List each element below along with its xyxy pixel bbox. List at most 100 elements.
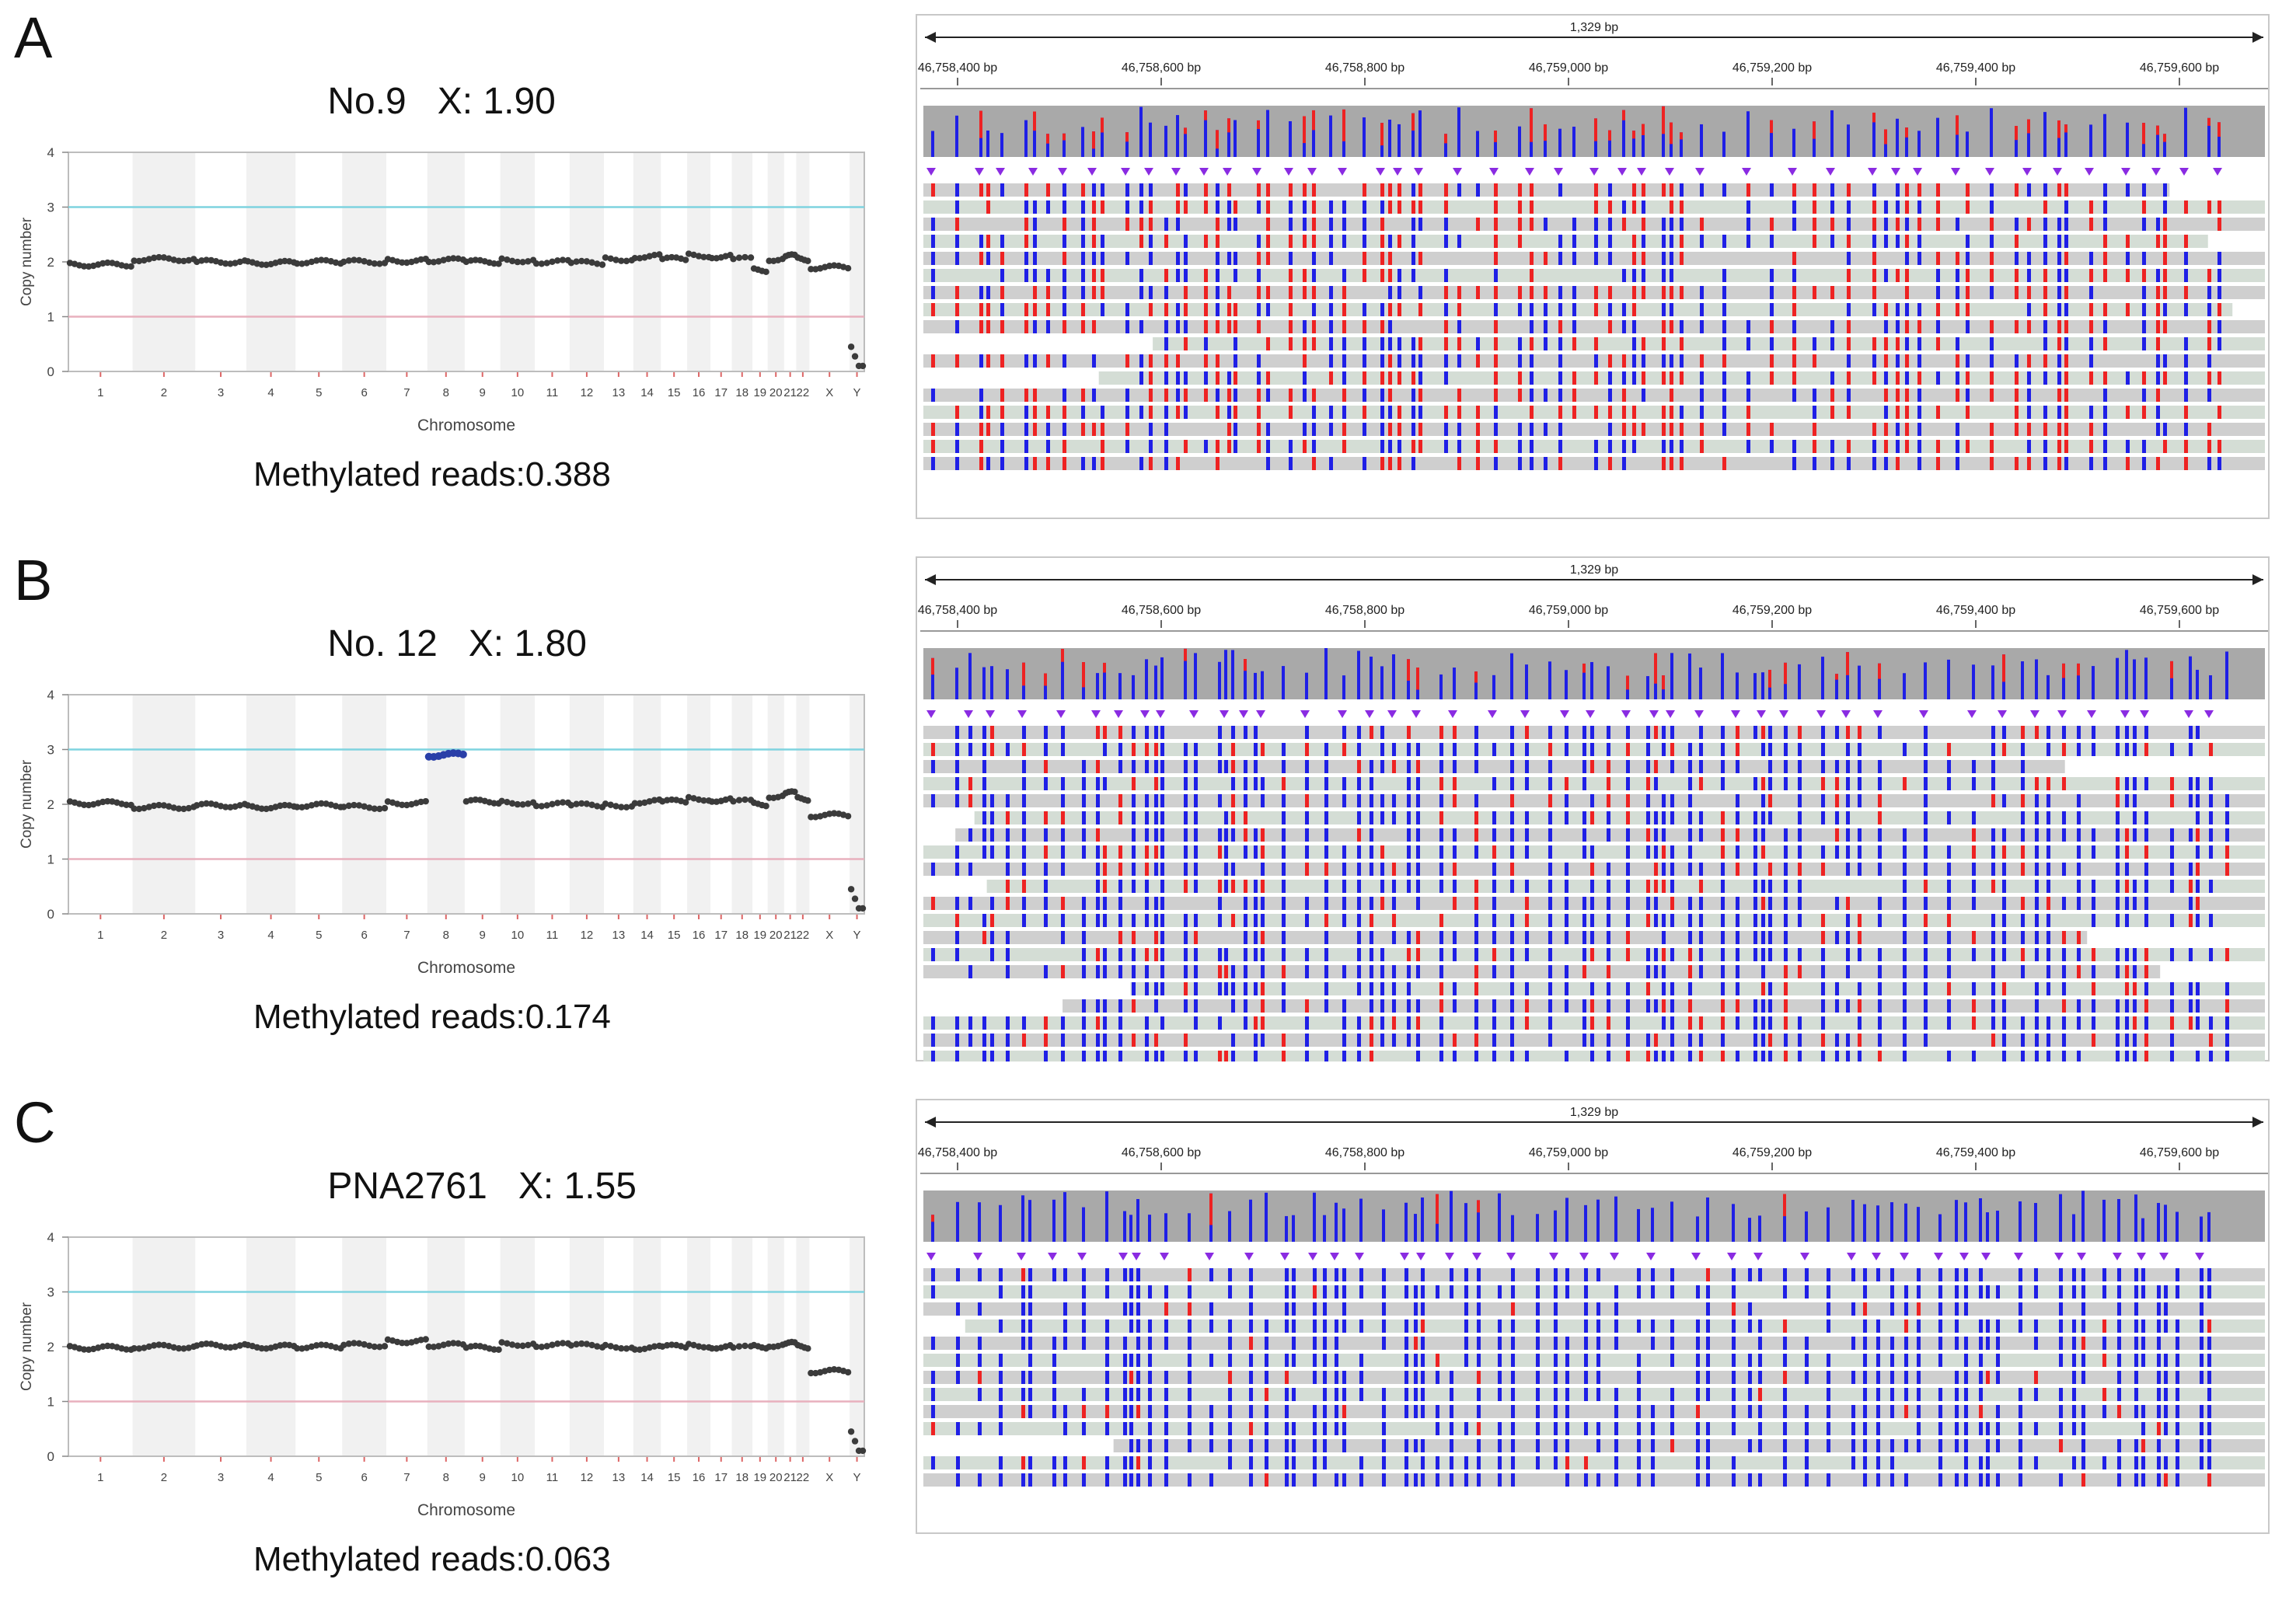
unmethylated-call — [986, 252, 990, 265]
cpg-marker — [1205, 1253, 1214, 1260]
unmethylated-call — [1688, 1051, 1692, 1061]
unmethylated-call — [955, 777, 959, 790]
unmethylated-call — [1878, 760, 1882, 773]
methylated-call — [1081, 423, 1085, 436]
methylated-call — [1662, 371, 1666, 385]
unmethylated-call — [1632, 320, 1636, 333]
unmethylated-call — [2002, 1016, 2006, 1030]
methylated-call — [1525, 897, 1529, 910]
cpg-marker — [1144, 168, 1153, 176]
unmethylated-call — [1082, 1388, 1086, 1401]
methylated-call — [2092, 982, 2095, 995]
unmethylated-call — [1329, 218, 1333, 231]
methylated-call — [1670, 389, 1673, 402]
unmethylated-call — [2156, 218, 2160, 231]
copy-number-point — [80, 1346, 88, 1353]
unmethylated-call — [1418, 354, 1422, 368]
methylated-call — [1289, 303, 1293, 316]
methylated-call — [1139, 235, 1143, 248]
unmethylated-call — [1342, 1388, 1346, 1401]
copy-number-point — [646, 253, 653, 260]
coverage-bar-methylated — [1670, 122, 1673, 145]
methylated-call — [1847, 337, 1851, 350]
unmethylated-call — [2225, 1051, 2229, 1061]
read — [923, 931, 2088, 944]
unmethylated-call — [2062, 897, 2066, 910]
unmethylated-call — [1548, 880, 1552, 893]
methylated-call — [2077, 965, 2081, 978]
unmethylated-call — [1732, 1422, 1736, 1435]
coverage-bar — [2133, 659, 2136, 699]
copy-number-point — [690, 795, 697, 802]
unmethylated-call — [2062, 982, 2066, 995]
unmethylated-call — [1382, 1319, 1386, 1333]
coverage-bar-methylated — [1216, 130, 1219, 149]
methylated-call — [1265, 1388, 1268, 1401]
unmethylated-call — [1590, 743, 1594, 756]
methylated-call — [2021, 897, 2025, 910]
copy-number-point — [281, 257, 288, 265]
methylated-call — [1979, 1405, 1983, 1418]
cpg-marker — [1666, 710, 1675, 718]
unmethylated-call — [1917, 440, 1921, 453]
unmethylated-call — [2156, 423, 2160, 436]
unmethylated-call — [1092, 354, 1096, 368]
unmethylated-call — [1626, 845, 1630, 859]
unmethylated-call — [1476, 183, 1480, 197]
x-tick-label: Y — [853, 1471, 861, 1484]
unmethylated-call — [1285, 1439, 1289, 1452]
methylated-call — [1494, 389, 1498, 402]
unmethylated-call — [2102, 1285, 2106, 1299]
methylated-call — [1905, 286, 1909, 299]
unmethylated-call — [956, 1371, 960, 1384]
y-axis-label: Copy number — [19, 1302, 35, 1391]
methylated-call — [1392, 863, 1396, 876]
unmethylated-call — [1558, 337, 1562, 350]
unmethylated-call — [1558, 371, 1562, 385]
unmethylated-call — [1554, 1285, 1558, 1299]
methylated-call — [931, 743, 935, 756]
unmethylated-call — [2225, 982, 2229, 995]
methylated-call — [1476, 457, 1480, 470]
unmethylated-call — [2184, 354, 2188, 368]
unmethylated-call — [1224, 948, 1228, 961]
chromosome-band — [767, 695, 784, 914]
unmethylated-call — [1224, 845, 1228, 859]
copy-number-point — [351, 256, 358, 263]
coverage-bar-methylated — [1770, 120, 1773, 134]
unmethylated-call — [1359, 1456, 1363, 1469]
unmethylated-call — [1329, 354, 1333, 368]
unmethylated-call — [1324, 811, 1328, 824]
unmethylated-call — [1896, 303, 1900, 316]
cpg-marker — [2213, 168, 2222, 176]
span-arrow-left — [925, 574, 936, 585]
unmethylated-call — [1696, 1388, 1700, 1401]
methylated-call — [1936, 303, 1940, 316]
unmethylated-call — [2200, 1354, 2204, 1367]
panel-letter: B — [14, 548, 53, 612]
methylated-call — [1572, 406, 1576, 419]
unmethylated-call — [1626, 999, 1630, 1013]
unmethylated-call — [2002, 863, 2006, 876]
unmethylated-call — [2125, 999, 2129, 1013]
sample-name: No. 12 — [327, 623, 438, 664]
methylated-call — [2103, 303, 2107, 316]
unmethylated-call — [1938, 1319, 1942, 1333]
methylated-call — [2089, 218, 2093, 231]
unmethylated-call — [1194, 845, 1198, 859]
methylated-call — [1145, 845, 1149, 859]
unmethylated-call — [2196, 880, 2200, 893]
unmethylated-call — [2019, 1285, 2022, 1299]
unmethylated-call — [1768, 948, 1772, 961]
unmethylated-call — [1082, 777, 1086, 790]
unmethylated-call — [2157, 1319, 2161, 1333]
unmethylated-call — [1622, 269, 1626, 282]
unmethylated-call — [1323, 1371, 1327, 1384]
copy-number-point — [227, 260, 234, 267]
unmethylated-call — [1798, 828, 1802, 842]
unmethylated-call — [1184, 320, 1188, 333]
unmethylated-call — [1342, 777, 1346, 790]
unmethylated-call — [2062, 828, 2066, 842]
methylated-call — [2217, 371, 2221, 385]
unmethylated-call — [1761, 999, 1765, 1013]
